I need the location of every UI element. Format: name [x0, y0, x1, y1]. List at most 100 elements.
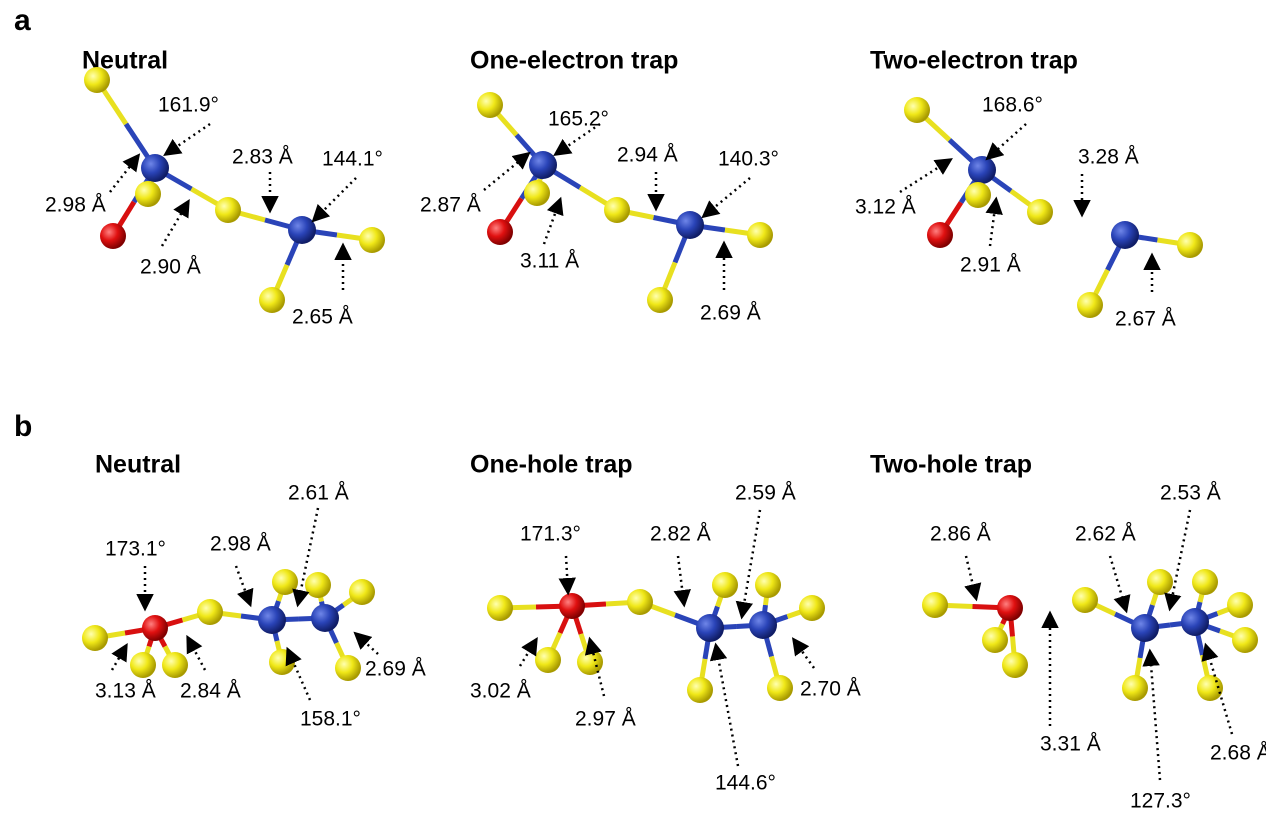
measurement-label: 2.90 Å: [140, 256, 201, 279]
structure: One-hole trap 171.3° 3.02 Å 2.97 Å 2.82 Å 2.5…: [470, 451, 861, 795]
arrow: [1164, 509, 1192, 612]
arrow: [584, 636, 606, 697]
atom: [197, 599, 223, 625]
atom: [1077, 292, 1103, 318]
atom: [142, 615, 168, 641]
atom: [968, 156, 996, 184]
measurement-label: 3.31 Å: [1040, 733, 1101, 756]
atom: [529, 151, 557, 179]
measurement-label: 171.3°: [520, 523, 581, 546]
atom: [1181, 608, 1209, 636]
measurement-label: 140.3°: [718, 148, 779, 171]
atom: [305, 572, 331, 598]
panel-letter: b: [14, 410, 32, 443]
arrow: [673, 555, 691, 608]
atom: [577, 649, 603, 675]
arrow: [518, 637, 538, 667]
atom: [559, 593, 585, 619]
atom: [1147, 569, 1173, 595]
atom: [1122, 675, 1148, 701]
atom: [259, 287, 285, 313]
arrow: [110, 642, 128, 671]
arrow: [163, 122, 211, 156]
atom: [335, 655, 361, 681]
measurement-label: 3.11 Å: [520, 250, 579, 273]
panel-letter: a: [14, 4, 31, 37]
atom: [477, 92, 503, 118]
measurement-label: 2.82 Å: [650, 523, 711, 546]
atom: [922, 592, 948, 618]
atom: [524, 180, 550, 206]
measurement-label: 3.02 Å: [470, 680, 531, 703]
atom: [712, 572, 738, 598]
atom: [215, 197, 241, 223]
measurement-label: 2.61 Å: [288, 482, 349, 505]
arrow: [899, 158, 953, 194]
atom: [982, 627, 1008, 653]
atom: [627, 589, 653, 615]
atom: [965, 182, 991, 208]
measurement-label: 2.86 Å: [930, 523, 991, 546]
measurement-label: 173.1°: [105, 538, 166, 561]
atom: [1131, 614, 1159, 642]
arrow: [791, 637, 816, 669]
arrow: [160, 198, 190, 247]
atom: [767, 675, 793, 701]
atom: [676, 211, 704, 239]
arrow: [964, 555, 982, 602]
atom: [1192, 569, 1218, 595]
arrow: [1108, 555, 1131, 614]
measurement-label: 3.12 Å: [855, 196, 916, 219]
atom: [272, 569, 298, 595]
arrow: [985, 123, 1027, 161]
atom: [749, 611, 777, 639]
structure-title: One-electron trap: [470, 47, 678, 75]
atom: [535, 647, 561, 673]
atom: [162, 652, 188, 678]
atom: [1227, 592, 1253, 618]
arrow: [311, 177, 357, 223]
atom: [927, 222, 953, 248]
structure: One-electron trap 165.2° 2.87 Å 3.11 Å 2.94 …: [420, 47, 779, 325]
atom: [799, 595, 825, 621]
structure-title: Two-hole trap: [870, 451, 1032, 479]
measurement-label: 2.97 Å: [575, 708, 636, 731]
arrow: [701, 177, 751, 219]
measurement-label: 3.13 Å: [95, 680, 156, 703]
atom: [141, 154, 169, 182]
atom: [1027, 199, 1053, 225]
measurement-label: 2.53 Å: [1160, 482, 1221, 505]
measurement-label: 2.65 Å: [292, 306, 353, 329]
structure: Two-hole trap 2.86 Å 3.31 Å 2.62 Å 2.53 Å 2.6…: [870, 451, 1266, 813]
arrow: [353, 631, 379, 655]
atom: [696, 614, 724, 642]
structure: Neutral 173.1° 3.13 Å 2.84 Å 2.98 Å 2.61 Å 2.6…: [82, 451, 426, 731]
measurement-label: 2.67 Å: [1115, 308, 1176, 331]
measurement-label: 2.69 Å: [700, 302, 761, 325]
atom: [258, 606, 286, 634]
structure-title: Neutral: [95, 451, 181, 479]
measurement-label: 2.70 Å: [800, 678, 861, 701]
arrow: [109, 153, 141, 193]
measurement-label: 165.2°: [548, 108, 609, 131]
measurement-label: 168.6°: [982, 94, 1043, 117]
structure-title: One-hole trap: [470, 451, 633, 479]
arrow: [558, 555, 576, 596]
atom: [359, 227, 385, 253]
atom: [82, 625, 108, 651]
atom: [135, 181, 161, 207]
atom: [604, 197, 630, 223]
atom: [1197, 675, 1223, 701]
arrow: [292, 507, 320, 608]
measurement-label: 3.28 Å: [1078, 146, 1139, 169]
measurement-label: 2.59 Å: [735, 482, 796, 505]
structure-title: Two-electron trap: [870, 47, 1078, 75]
atom: [349, 579, 375, 605]
measurement-label: 144.6°: [715, 772, 776, 795]
atom: [687, 677, 713, 703]
atom: [755, 572, 781, 598]
measurement-label: 144.1°: [322, 148, 383, 171]
atom: [747, 222, 773, 248]
measurement-label: 127.3°: [1130, 790, 1191, 813]
